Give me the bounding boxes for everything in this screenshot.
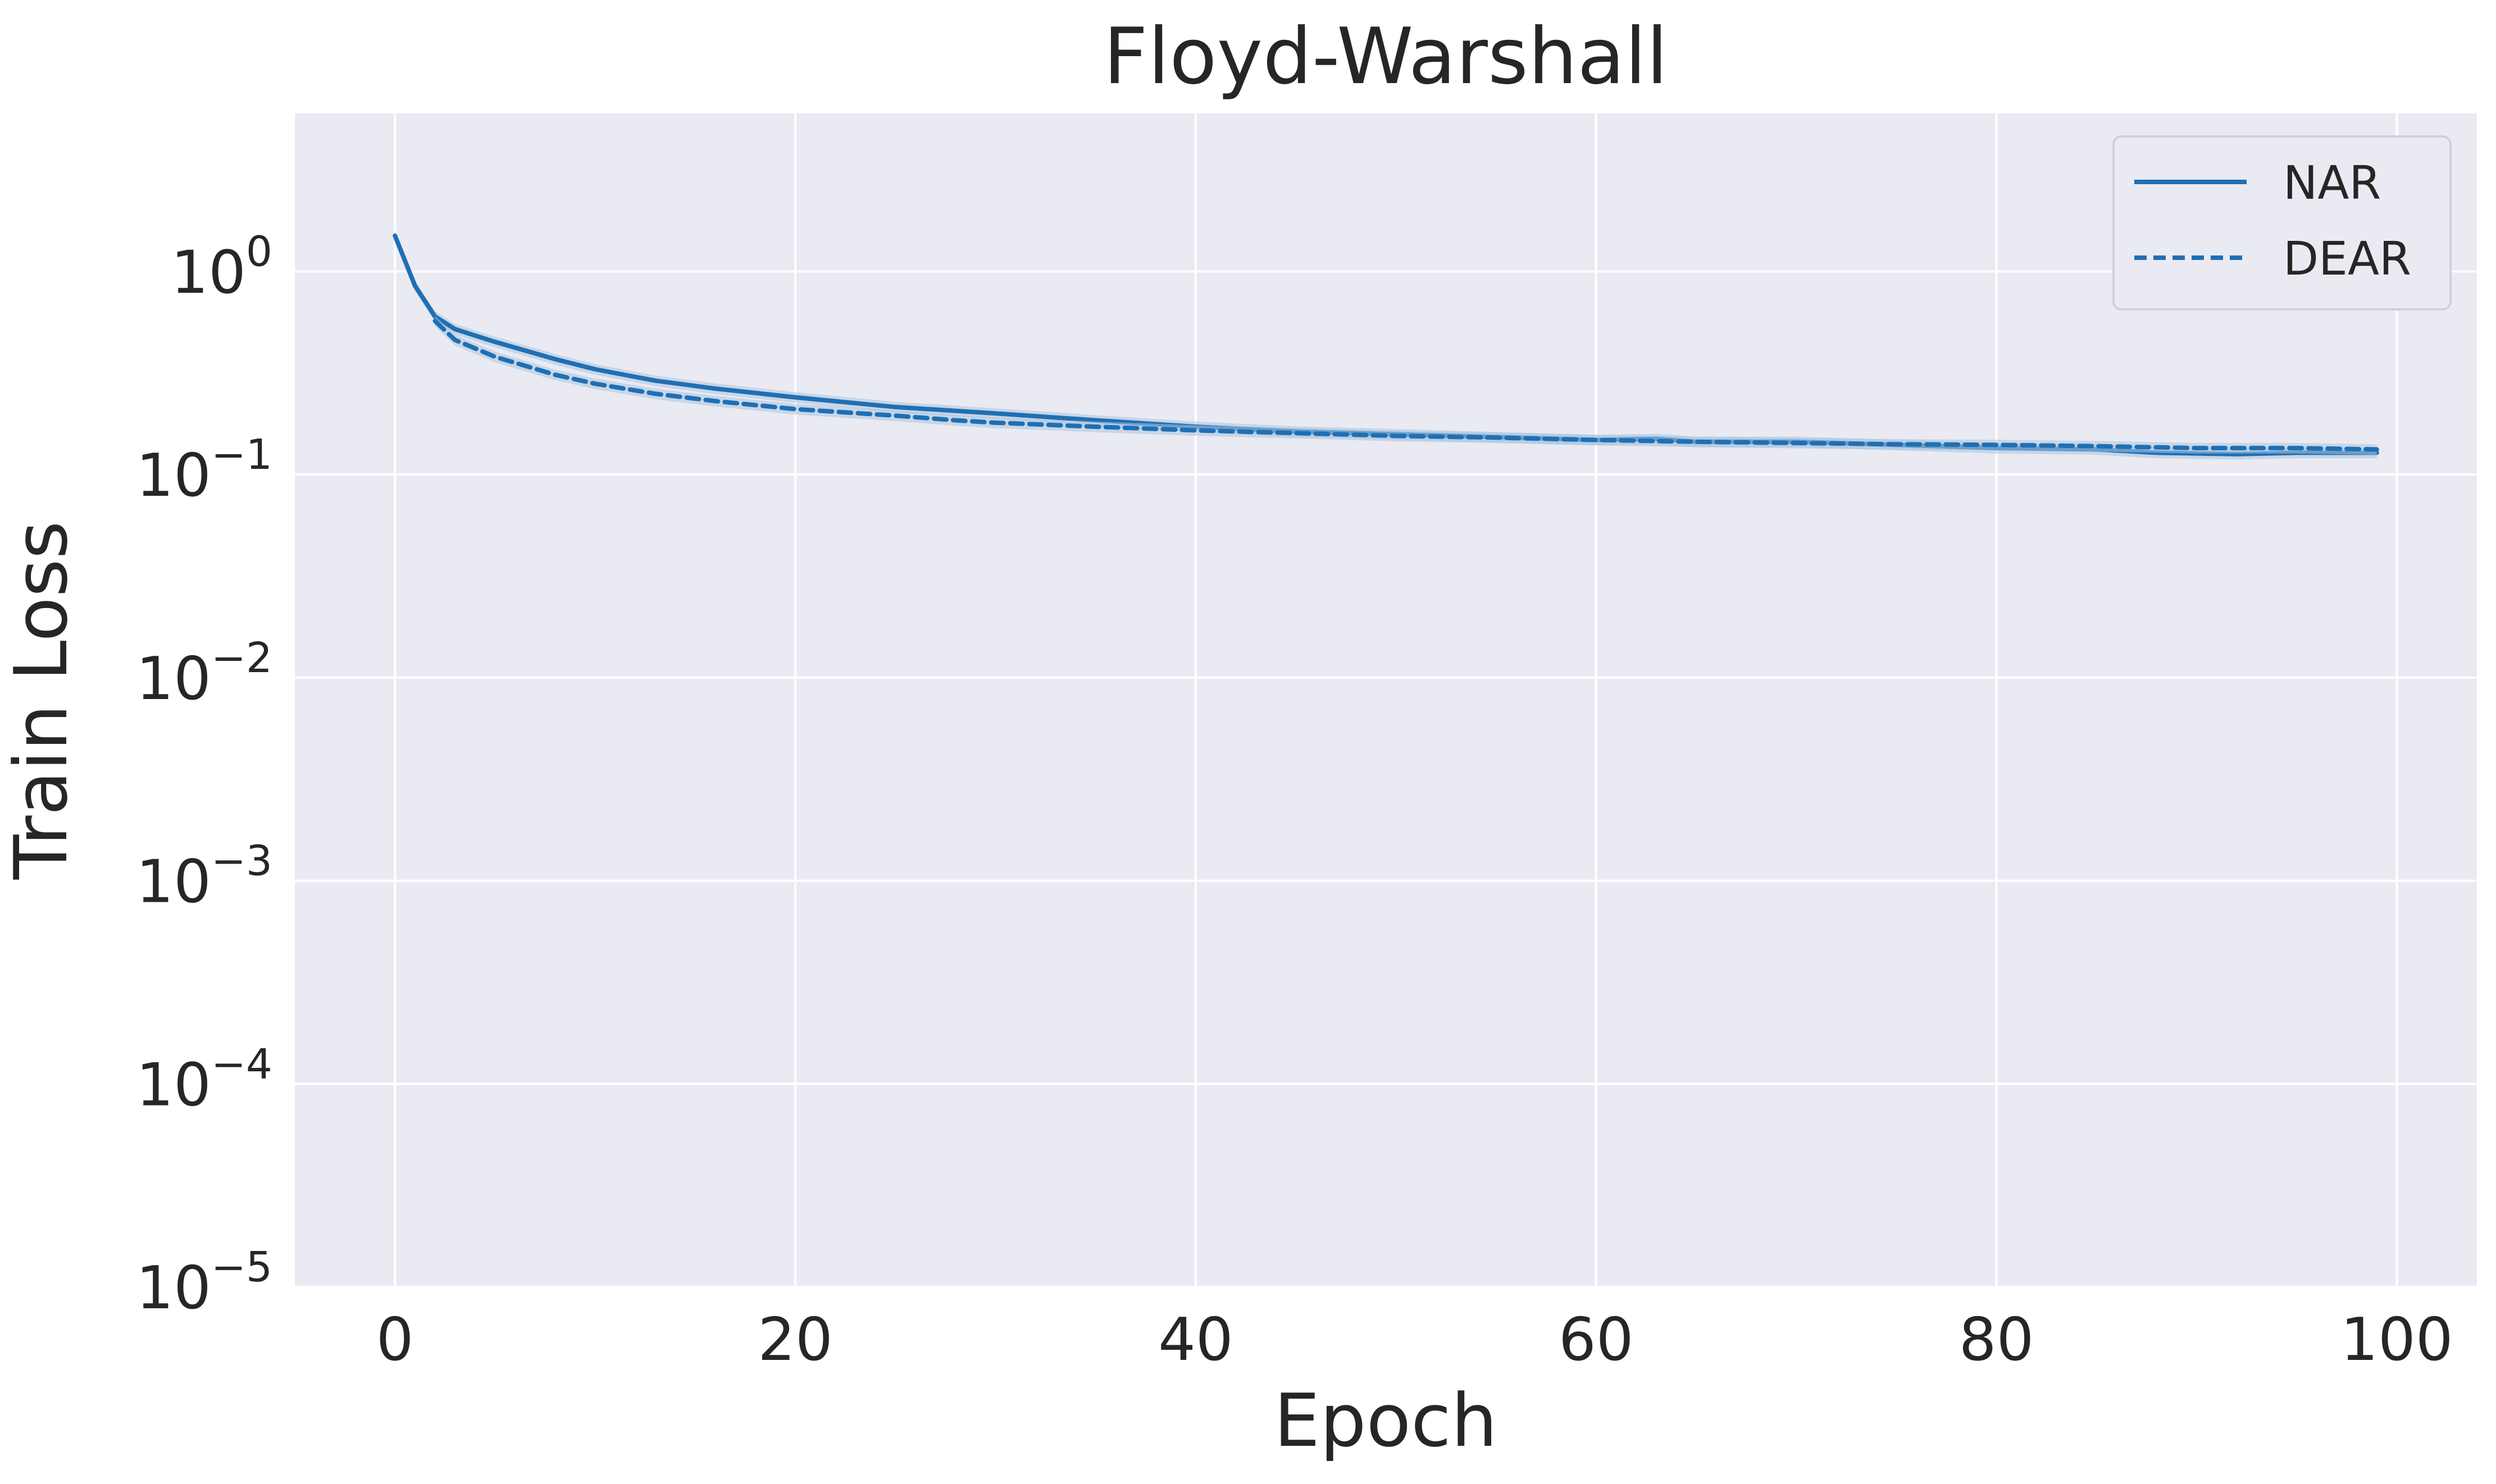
y-tick-label: 10−4 (136, 1040, 272, 1119)
y-tick-label: 10−5 (136, 1243, 272, 1322)
y-tick-label: 10−1 (136, 431, 272, 510)
y-tick-label: 10−3 (136, 837, 272, 916)
x-tick-label: 80 (1959, 1305, 2034, 1374)
x-tick-label: 60 (1559, 1305, 1634, 1374)
y-axis-label: Train Loss (0, 521, 84, 880)
x-axis-label: Epoch (1274, 1378, 1497, 1463)
x-tick-label: 0 (376, 1305, 414, 1374)
y-tick-label: 10−2 (136, 634, 272, 713)
plot-background (295, 113, 2477, 1287)
series-line-dear (432, 318, 2379, 452)
x-tick-label: 20 (758, 1305, 833, 1374)
confidence-band-nar (395, 230, 2377, 460)
y-tick-labels: 100 10−1 10−2 10−3 10−4 10−5 (136, 227, 272, 1322)
legend-label-dear: DEAR (2283, 232, 2411, 286)
legend-label-nar: NAR (2283, 157, 2381, 210)
x-tick-label: 40 (1158, 1305, 1233, 1374)
legend: NAR DEAR (2112, 135, 2452, 311)
series-layer (393, 230, 2379, 460)
y-tick-label: 100 (171, 227, 272, 307)
confidence-band-dear (435, 316, 2377, 455)
x-tick-label: 100 (2340, 1305, 2453, 1374)
x-tick-labels: 0 20 40 60 80 100 (376, 1305, 2453, 1374)
chart-title: Floyd-Warshall (1103, 11, 1668, 102)
